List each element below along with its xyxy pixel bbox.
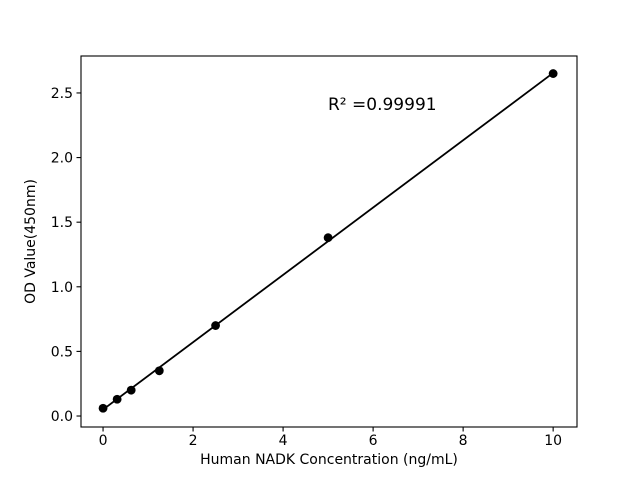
data-point [548, 69, 558, 78]
data-point [126, 385, 136, 395]
y-axis-label: OD Value(450nm) [23, 179, 39, 304]
data-point [112, 394, 122, 404]
x-tick-label: 10 [544, 433, 562, 449]
x-axis-label: Human NADK Concentration (ng/mL) [200, 452, 458, 468]
x-tick-label: 8 [459, 433, 468, 449]
r-squared-annotation: R² =0.99991 [328, 95, 437, 115]
plot-border [80, 55, 578, 428]
data-point [211, 321, 220, 330]
y-tick-label: 2.0 [51, 151, 73, 167]
x-tick-label: 0 [99, 433, 108, 449]
data-point [154, 366, 164, 376]
y-tick-label: 0.0 [51, 409, 73, 425]
y-tick-label: 2.5 [51, 86, 73, 102]
y-tick-label: 1.5 [51, 215, 73, 231]
x-tick-label: 6 [369, 433, 378, 449]
x-tick-label: 4 [279, 433, 288, 449]
y-tick-label: 0.5 [51, 344, 73, 360]
data-point [98, 403, 108, 413]
data-point [323, 233, 333, 243]
y-tick-label: 1.0 [51, 280, 73, 296]
x-tick-label: 2 [189, 433, 198, 449]
